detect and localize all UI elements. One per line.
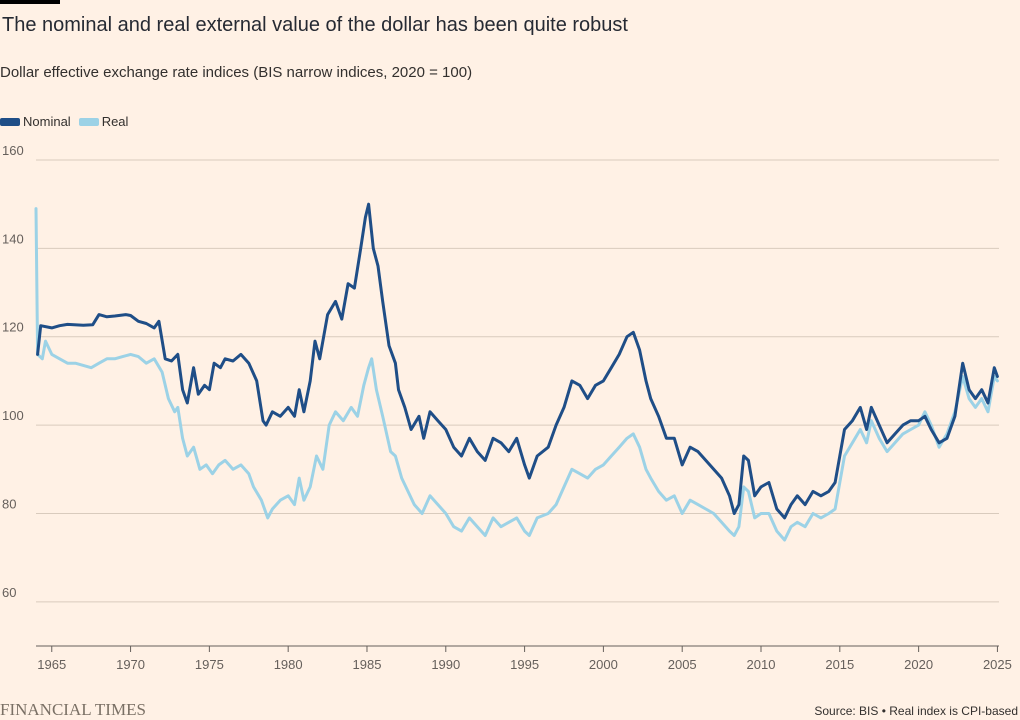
x-tick-label-1970: 1970: [116, 657, 145, 672]
y-tick-label-80: 80: [2, 496, 16, 511]
chart-subtitle: Dollar effective exchange rate indices (…: [0, 64, 473, 81]
legend-item-real: Real: [78, 114, 129, 129]
x-tick-label-2010: 2010: [747, 657, 776, 672]
x-tick-label-2015: 2015: [825, 657, 854, 672]
y-tick-label-160: 160: [2, 143, 24, 158]
x-tick-label-2020: 2020: [904, 657, 933, 672]
x-tick-label-1995: 1995: [510, 657, 539, 672]
x-tick-label-1980: 1980: [274, 657, 303, 672]
series-line-real: [34, 207, 999, 542]
legend-label-real: Real: [101, 114, 129, 129]
legend-item-nominal: Nominal: [0, 114, 71, 129]
y-tick-label-140: 140: [2, 231, 24, 246]
legend-swatch-real: [78, 117, 99, 126]
ft-top-bar: [0, 0, 60, 4]
series-line-nominal: [36, 202, 999, 520]
x-tick-label-2025: 2025: [983, 657, 1012, 672]
x-tick-label-1965: 1965: [37, 657, 66, 672]
legend-label-nominal: Nominal: [23, 114, 71, 129]
x-tick-label-2000: 2000: [589, 657, 618, 672]
x-tick-label-1985: 1985: [353, 657, 382, 672]
y-tick-label-60: 60: [2, 585, 16, 600]
x-tick-label-2005: 2005: [668, 657, 697, 672]
x-tick-label-1990: 1990: [431, 657, 460, 672]
y-tick-label-120: 120: [2, 320, 24, 335]
legend-swatch-nominal: [0, 117, 20, 126]
x-tick-label-1975: 1975: [195, 657, 224, 672]
line-chart: 60 80 100 120 140 160 1965 1970 1975 1980 1985 1990…: [2, 143, 1012, 672]
ft-logo: FINANCIAL TIMES: [0, 700, 146, 719]
chart-title: The nominal and real external value of t…: [2, 14, 628, 36]
y-tick-label-100: 100: [2, 408, 24, 423]
legend: Nominal Real: [0, 114, 136, 129]
source-note: Source: BIS • Real index is CPI-based: [814, 704, 1018, 718]
